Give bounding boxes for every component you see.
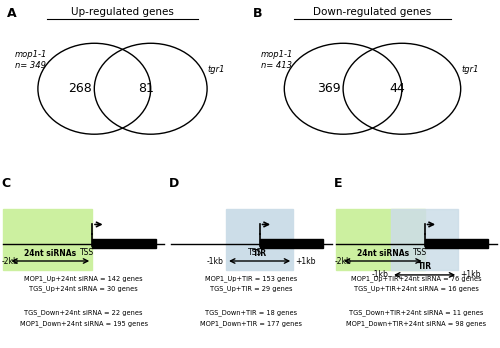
Bar — [424, 239, 488, 248]
Text: Down-regulated genes: Down-regulated genes — [314, 7, 432, 17]
Bar — [336, 209, 424, 270]
Text: TSS: TSS — [248, 248, 262, 257]
Text: Up-regulated genes: Up-regulated genes — [71, 7, 174, 17]
Text: MOP1_Down+TIR = 177 genes: MOP1_Down+TIR = 177 genes — [200, 320, 302, 327]
Text: -2kb: -2kb — [2, 256, 18, 266]
Text: TGS_Down+TIR = 18 genes: TGS_Down+TIR = 18 genes — [205, 310, 298, 316]
Text: MOP1_Down+TIR+24nt siRNA = 98 genes: MOP1_Down+TIR+24nt siRNA = 98 genes — [346, 320, 486, 327]
Text: TGS_Up+TIR+24nt siRNA = 16 genes: TGS_Up+TIR+24nt siRNA = 16 genes — [354, 285, 478, 292]
Text: C: C — [2, 177, 11, 190]
Text: E: E — [334, 177, 342, 190]
Text: 81: 81 — [138, 82, 154, 95]
Text: 24nt siRNAs: 24nt siRNAs — [24, 248, 76, 258]
Text: tgr1: tgr1 — [208, 65, 225, 74]
Text: MOP1_Up+TIR = 153 genes: MOP1_Up+TIR = 153 genes — [205, 275, 298, 282]
Text: TGS_Down+TIR+24nt siRNA = 11 genes: TGS_Down+TIR+24nt siRNA = 11 genes — [349, 310, 484, 316]
Text: 44: 44 — [389, 82, 405, 95]
Text: mop1-1
n= 349: mop1-1 n= 349 — [14, 50, 47, 70]
Text: B: B — [252, 7, 262, 20]
Text: 369: 369 — [316, 82, 340, 95]
Text: +1kb: +1kb — [460, 270, 481, 279]
Bar — [4, 209, 92, 270]
Text: TGS_Up+TIR = 29 genes: TGS_Up+TIR = 29 genes — [210, 285, 292, 292]
Text: mop1-1
n= 413: mop1-1 n= 413 — [261, 50, 293, 70]
Bar — [260, 239, 324, 248]
Bar — [92, 239, 156, 248]
Text: tgr1: tgr1 — [462, 65, 479, 74]
Text: TIR: TIR — [252, 248, 266, 258]
Text: -1kb: -1kb — [372, 270, 388, 279]
Text: TSS: TSS — [80, 248, 94, 257]
Text: MOP1_Up+TIR+24nt siRNA = 76 genes: MOP1_Up+TIR+24nt siRNA = 76 genes — [351, 275, 482, 282]
Bar — [226, 209, 293, 270]
Text: +1kb: +1kb — [296, 256, 316, 266]
Text: TIR: TIR — [418, 262, 432, 271]
Text: MOP1_Down+24nt siRNA = 195 genes: MOP1_Down+24nt siRNA = 195 genes — [20, 320, 148, 327]
Text: A: A — [8, 7, 17, 20]
Text: 24nt siRNAs: 24nt siRNAs — [356, 248, 409, 258]
Text: 268: 268 — [68, 82, 92, 95]
Text: TGS_Up+24nt siRNA = 30 genes: TGS_Up+24nt siRNA = 30 genes — [30, 285, 138, 292]
Text: TSS: TSS — [412, 248, 426, 257]
Text: MOP1_Up+24nt siRNA = 142 genes: MOP1_Up+24nt siRNA = 142 genes — [24, 275, 143, 282]
Text: TGS_Down+24nt siRNA = 22 genes: TGS_Down+24nt siRNA = 22 genes — [24, 310, 143, 316]
Text: -1kb: -1kb — [206, 256, 224, 266]
Bar — [391, 209, 458, 270]
Text: D: D — [169, 177, 179, 190]
Text: -2kb: -2kb — [334, 256, 351, 266]
